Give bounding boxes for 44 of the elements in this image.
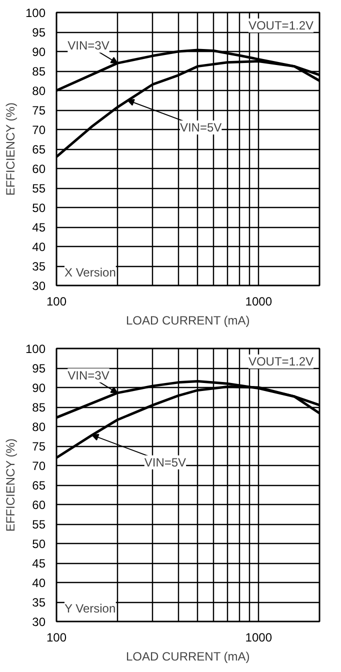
- y-axis-title: EFFICIENCY (%): [3, 438, 18, 532]
- annotation: VIN=3V: [68, 38, 110, 53]
- y-tick-label: 30: [32, 279, 46, 293]
- y-tick-label: 95: [32, 362, 46, 376]
- x-axis-title: LOAD CURRENT (mA): [126, 650, 250, 664]
- y-tick-label: 90: [32, 45, 46, 59]
- y-tick-label: 40: [32, 240, 46, 254]
- annotation: VOUT=1.2V: [248, 354, 314, 368]
- y-tick-label: 85: [32, 400, 46, 414]
- y-tick-label: 40: [32, 576, 46, 590]
- y-tick-label: 80: [32, 420, 46, 434]
- y-tick-label: 90: [32, 381, 46, 395]
- y-tick-label: 75: [32, 104, 46, 118]
- y-tick-label: 95: [32, 26, 46, 40]
- x-tick-label: 1000: [245, 294, 272, 308]
- y-tick-label: 50: [32, 201, 46, 215]
- y-tick-label: 65: [32, 142, 46, 156]
- y-tick-label: 55: [32, 182, 46, 196]
- y-tick-label: 70: [32, 123, 46, 137]
- x-tick-label: 1000: [245, 630, 272, 644]
- y-tick-label: 35: [32, 596, 46, 610]
- annotation: VIN=3V: [68, 368, 110, 382]
- y-tick-label: 100: [25, 342, 46, 356]
- y-tick-label: 45: [32, 220, 46, 234]
- y-tick-label: 30: [32, 615, 46, 629]
- y-tick-label: 85: [32, 64, 46, 78]
- y-tick-label: 65: [32, 478, 46, 492]
- y-tick-label: 50: [32, 537, 46, 551]
- y-tick-label: 100: [25, 6, 46, 20]
- y-tick-label: 60: [32, 162, 46, 176]
- x-axis-title: LOAD CURRENT (mA): [126, 314, 250, 328]
- y-tick-label: 35: [32, 260, 46, 274]
- y-tick-label: 45: [32, 556, 46, 570]
- y-tick-label: 75: [32, 440, 46, 454]
- y-tick-label: 60: [32, 498, 46, 512]
- y-tick-label: 70: [32, 459, 46, 473]
- y-tick-label: 55: [32, 518, 46, 532]
- y-axis-title: EFFICIENCY (%): [3, 102, 18, 196]
- annotation: VIN=5V: [144, 455, 186, 470]
- annotation: X Version: [64, 266, 116, 280]
- annotation: VIN=5V: [180, 120, 222, 135]
- annotation: Y Version: [64, 602, 116, 616]
- annotation: VOUT=1.2V: [248, 18, 314, 32]
- y-tick-label: 80: [32, 84, 46, 98]
